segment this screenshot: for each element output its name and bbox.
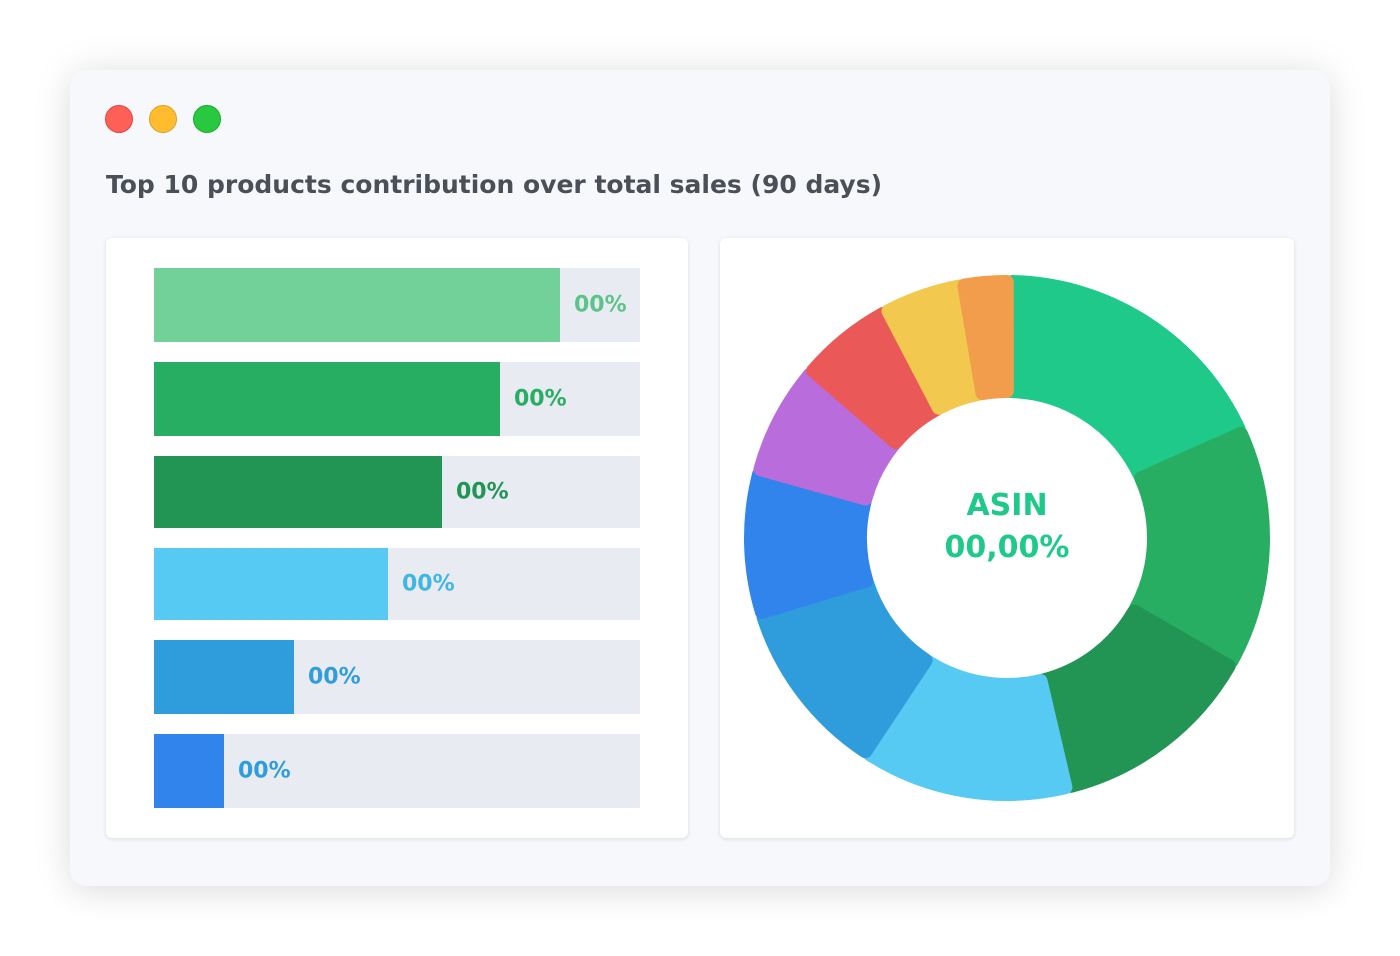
maximize-window-button[interactable] — [193, 105, 221, 133]
bar-value-label: 00% — [308, 664, 361, 690]
bar-track: 00% — [154, 268, 640, 342]
bar-value-label: 00% — [402, 571, 455, 597]
bar-track: 00% — [154, 362, 640, 436]
close-window-button[interactable] — [105, 105, 133, 133]
donut-chart-card: ASIN 00,00% — [720, 238, 1294, 838]
donut-center-label: ASIN — [966, 488, 1048, 523]
bar[interactable] — [154, 268, 560, 342]
donut-chart — [744, 275, 1270, 801]
bar-track: 00% — [154, 640, 640, 714]
minimize-window-button[interactable] — [149, 105, 177, 133]
bar-track: 00% — [154, 456, 640, 528]
bar-value-label: 00% — [574, 292, 627, 318]
bar[interactable] — [154, 640, 294, 714]
bar-track: 00% — [154, 734, 640, 808]
app-window: Top 10 products contribution over total … — [70, 70, 1330, 886]
bar[interactable] — [154, 456, 442, 528]
bar-value-label: 00% — [514, 386, 567, 412]
donut-slice[interactable] — [1003, 275, 1246, 483]
bar[interactable] — [154, 734, 224, 808]
bar[interactable] — [154, 548, 388, 620]
donut-center-value: 00,00% — [944, 530, 1070, 565]
bar[interactable] — [154, 362, 500, 436]
bar-track: 00% — [154, 548, 640, 620]
donut-slice[interactable] — [957, 275, 1014, 401]
bar-value-label: 00% — [456, 479, 509, 505]
bar-chart-card: 00% 00% 00% 00% 00% 00% — [106, 238, 688, 838]
page-title: Top 10 products contribution over total … — [106, 170, 883, 199]
bar-value-label: 00% — [238, 758, 291, 784]
